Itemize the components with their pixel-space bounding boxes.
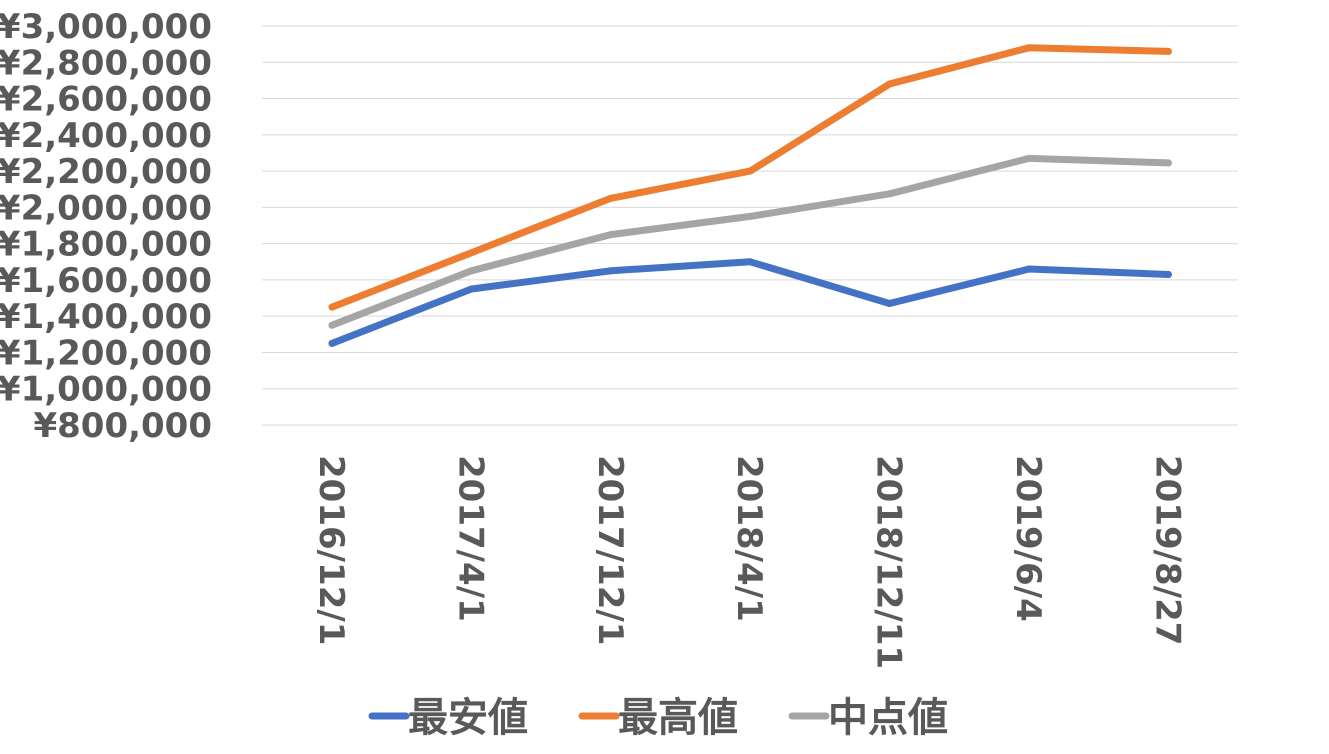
- data-point: [1025, 154, 1033, 162]
- y-tick-label: ¥3,000,000: [0, 7, 212, 47]
- gridlines: [262, 25, 1238, 426]
- legend-label: 中点値: [828, 695, 948, 741]
- data-point: [886, 80, 894, 88]
- data-point: [607, 231, 615, 239]
- y-tick-label: ¥1,200,000: [0, 333, 212, 373]
- y-tick-label: ¥2,600,000: [0, 80, 212, 120]
- legend: 最安値 最高値 中点値: [368, 695, 948, 741]
- y-tick-label: ¥2,400,000: [0, 116, 212, 156]
- y-tick-label: ¥1,000,000: [0, 370, 212, 410]
- y-tick-label: ¥1,800,000: [0, 225, 212, 265]
- data-point: [1164, 270, 1172, 278]
- legend-label: 最安値: [408, 695, 528, 741]
- x-tick-label: 2019/6/4: [1008, 455, 1048, 622]
- series-lines: [328, 44, 1172, 347]
- x-tick-label: 2017/12/1: [590, 455, 630, 645]
- x-axis-ticks: 2016/12/1 2017/4/1 2017/12/1 2018/4/1 2018/1…: [311, 455, 1187, 669]
- data-point: [607, 267, 615, 275]
- data-point: [328, 339, 336, 347]
- y-axis-ticks: ¥3,000,000¥2,800,000¥2,600,000¥2,400,000…: [0, 7, 212, 446]
- data-point: [328, 303, 336, 311]
- data-point: [746, 258, 754, 266]
- y-tick-label: ¥2,200,000: [0, 152, 212, 192]
- data-point: [1164, 159, 1172, 167]
- data-point: [467, 267, 475, 275]
- y-tick-label: ¥2,000,000: [0, 188, 212, 228]
- x-tick-label: 2016/12/1: [311, 455, 351, 645]
- data-point: [328, 321, 336, 329]
- x-tick-label: 2017/4/1: [450, 455, 490, 622]
- data-point: [746, 167, 754, 175]
- series-line: [328, 154, 1172, 329]
- data-point: [886, 299, 894, 307]
- data-point: [1025, 265, 1033, 273]
- data-point: [746, 212, 754, 220]
- x-tick-label: 2018/4/1: [729, 455, 769, 622]
- x-tick-label: 2018/12/11: [869, 455, 909, 669]
- data-point: [1164, 47, 1172, 55]
- data-point: [886, 190, 894, 198]
- data-point: [1025, 44, 1033, 52]
- legend-label: 最高値: [618, 695, 738, 741]
- y-tick-label: ¥1,600,000: [0, 261, 212, 301]
- y-tick-label: ¥2,800,000: [0, 43, 212, 83]
- data-point: [607, 194, 615, 202]
- y-tick-label: ¥1,400,000: [0, 297, 212, 337]
- data-point: [467, 249, 475, 257]
- data-point: [467, 285, 475, 293]
- x-tick-label: 2019/8/27: [1147, 455, 1187, 645]
- y-tick-label: ¥800,000: [33, 406, 212, 446]
